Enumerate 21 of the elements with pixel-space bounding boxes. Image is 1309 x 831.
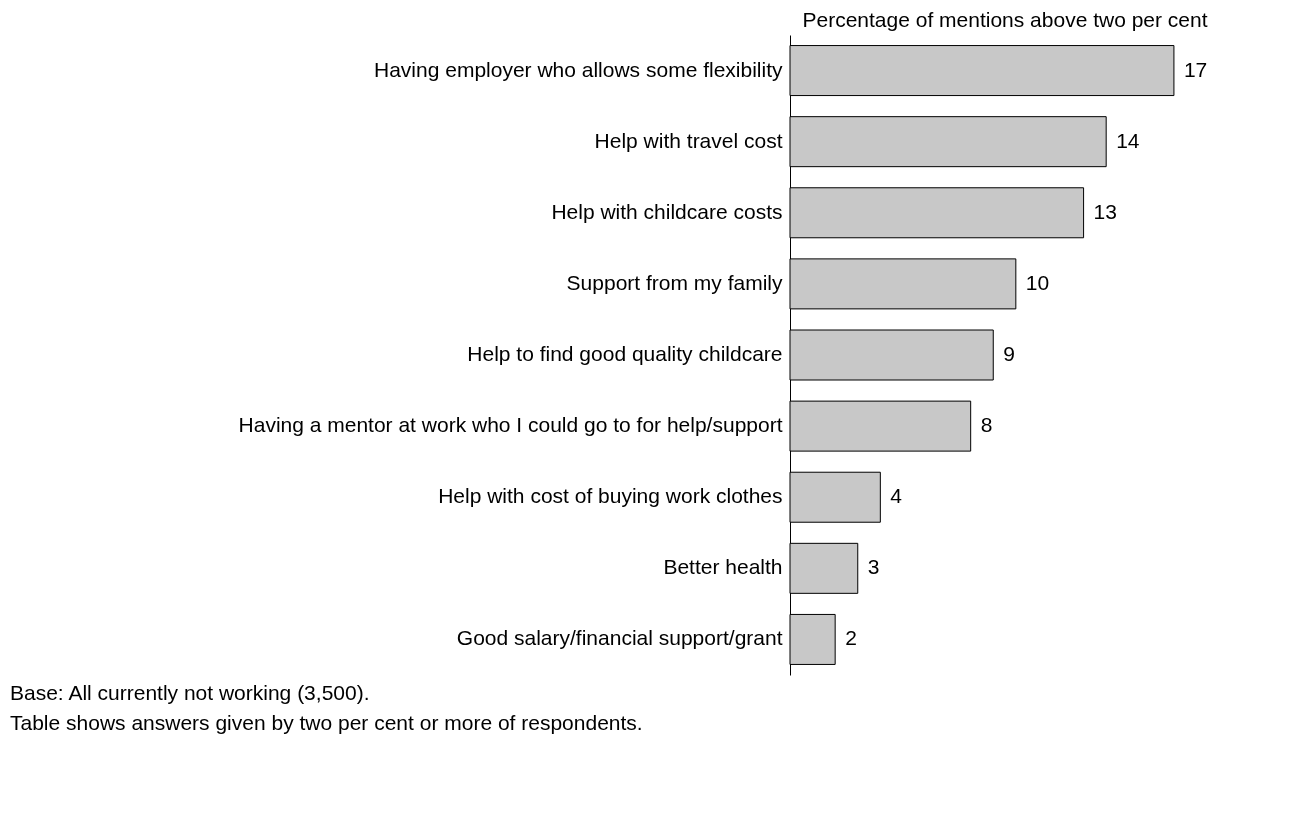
data-label: 17 (1183, 57, 1208, 81)
data-label: 8 (980, 413, 993, 437)
y-tick-label: Help with travel cost (594, 128, 783, 152)
y-tick-label: Help with childcare costs (551, 199, 783, 223)
data-label: 10 (1025, 270, 1050, 294)
data-label: 13 (1093, 199, 1117, 223)
data-label: 2 (845, 626, 857, 650)
data-label: 3 (867, 555, 880, 579)
text: Base: All currently not working (3,500). (10, 681, 370, 704)
y-tick-label: Having a mentor at work who I could go to for help/support (238, 413, 783, 437)
y-tick-label: Good salary/financial support/grant (456, 626, 783, 650)
y-tick-label: Support from my family (566, 270, 783, 294)
data-label: 4 (890, 484, 903, 508)
text: Table shows answers given by two per cent or more of respondents. (10, 711, 643, 734)
data-label: 14 (1116, 128, 1140, 152)
data-label: 9 (1003, 342, 1015, 365)
y-tick-label: Help with cost of buying work clothes (438, 484, 783, 508)
y-tick-label: Having employer who allows some flexibility (374, 57, 783, 81)
y-tick-label: Help to find good quality childcare (467, 342, 783, 365)
chart-title: Percentage of mentions above two per cent (802, 8, 1208, 31)
y-tick-label: Better health (663, 555, 783, 579)
